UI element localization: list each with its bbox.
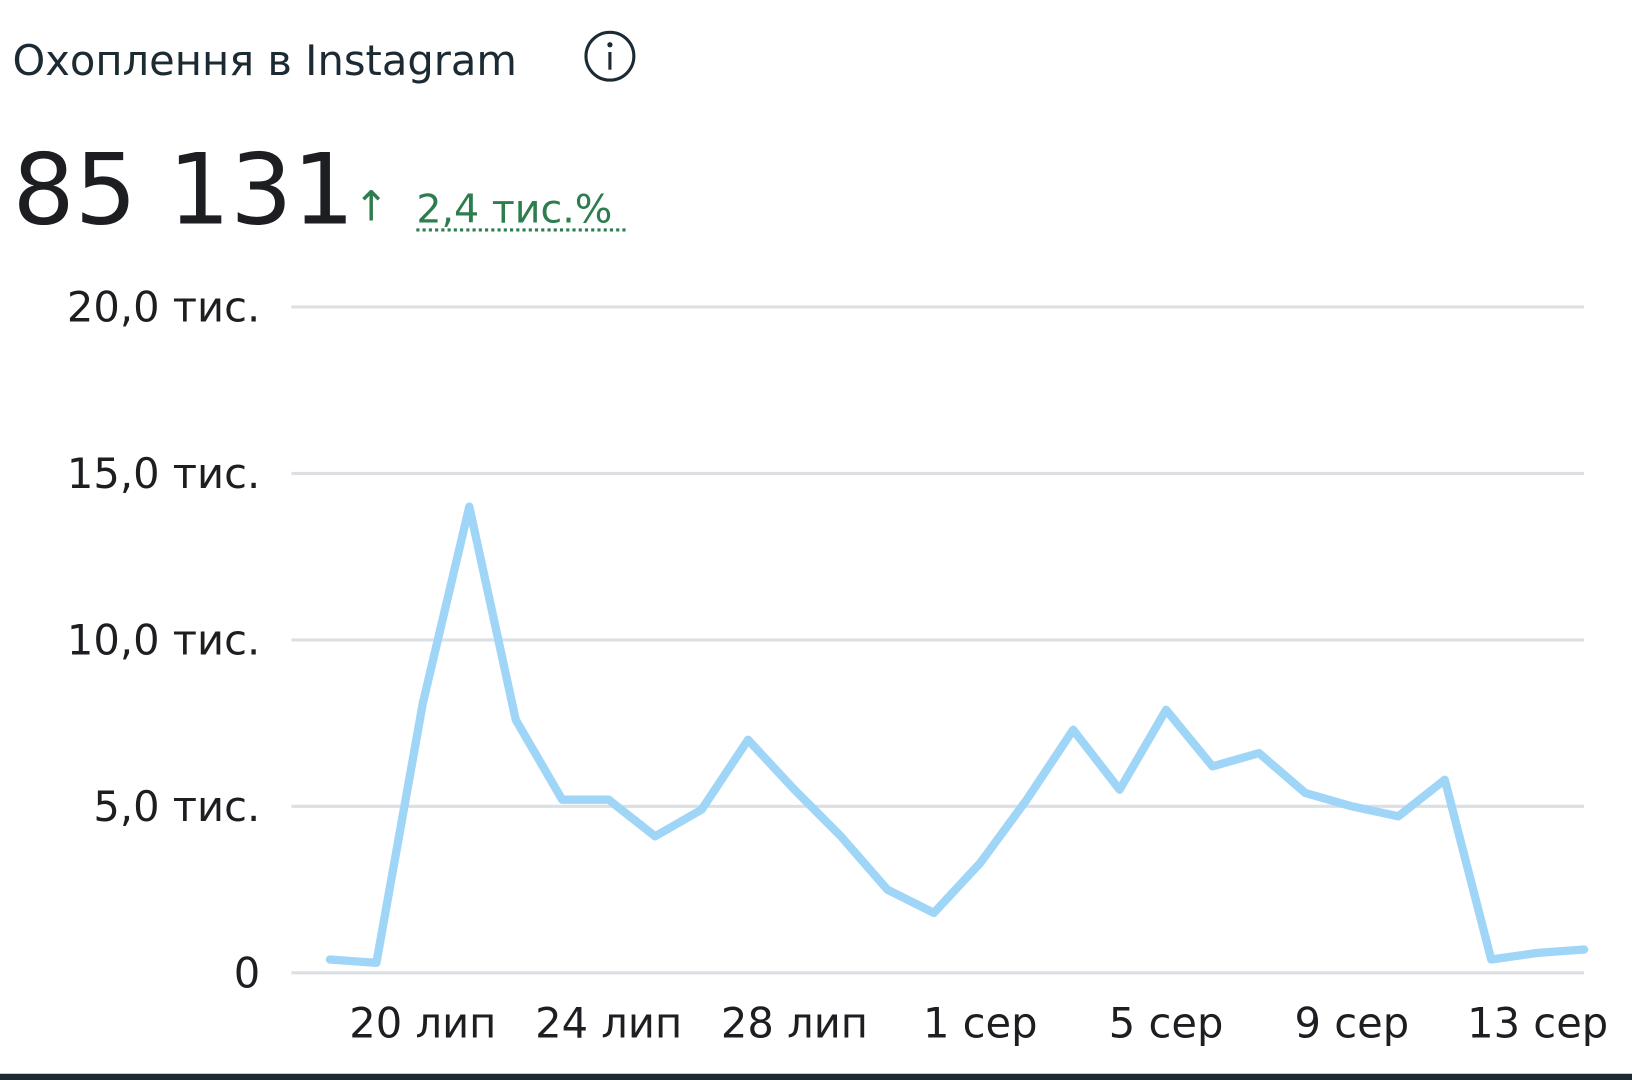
info-icon[interactable] xyxy=(584,30,636,82)
change-value[interactable]: 2,4 тис.% xyxy=(416,187,612,233)
x-tick-label: 1 сер xyxy=(923,998,1038,1047)
y-tick-label: 15,0 тис. xyxy=(67,449,260,498)
x-tick-label: 13 сер xyxy=(1467,998,1608,1047)
change-arrow: ↑ xyxy=(354,182,389,231)
y-tick-label: 0 xyxy=(234,948,260,997)
y-tick-label: 10,0 тис. xyxy=(67,615,260,664)
line-series xyxy=(325,502,1589,968)
x-tick-label: 5 сер xyxy=(1109,998,1224,1047)
x-tick-label: 20 лип xyxy=(349,998,496,1047)
x-tick-label: 9 сер xyxy=(1295,998,1410,1047)
x-tick-label: 24 лип xyxy=(535,998,682,1047)
y-tick-label: 5,0 тис. xyxy=(93,782,260,831)
x-tick-label: 28 лип xyxy=(721,998,868,1047)
card-title: Охоплення в Instagram xyxy=(12,36,516,85)
y-tick-label: 20,0 тис. xyxy=(67,283,260,332)
bottom-border xyxy=(0,1073,1632,1080)
total-value: 85 131 xyxy=(12,134,354,248)
